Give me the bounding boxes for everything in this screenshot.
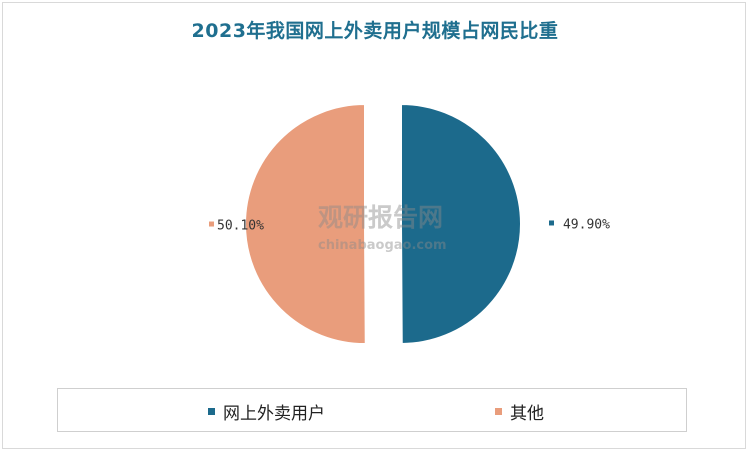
chart-title: 2023年我国网上外卖用户规模占网民比重: [191, 20, 559, 42]
data-label-marker-0: [548, 220, 554, 226]
watermark-title: 观研报告网: [318, 203, 443, 232]
watermark-url: chinabaogao.com: [318, 238, 447, 253]
pie-slice-1: [243, 103, 367, 346]
data-label-1: 50.10%: [217, 219, 264, 234]
legend-item-online-takeaway: 网上外卖用户: [208, 399, 325, 424]
pie-slice-0: [400, 102, 523, 345]
data-label-0: 49.90%: [563, 217, 610, 232]
legend-swatch-icon: [208, 408, 215, 415]
legend-label: 其他: [510, 404, 544, 424]
chart-frame: [2, 2, 746, 449]
legend-item-other: 其他: [495, 399, 544, 424]
data-label-marker-1: [209, 221, 215, 227]
legend-label: 网上外卖用户: [223, 404, 325, 424]
legend-swatch-icon: [495, 408, 502, 415]
chart-legend: 网上外卖用户 其他: [57, 388, 687, 432]
